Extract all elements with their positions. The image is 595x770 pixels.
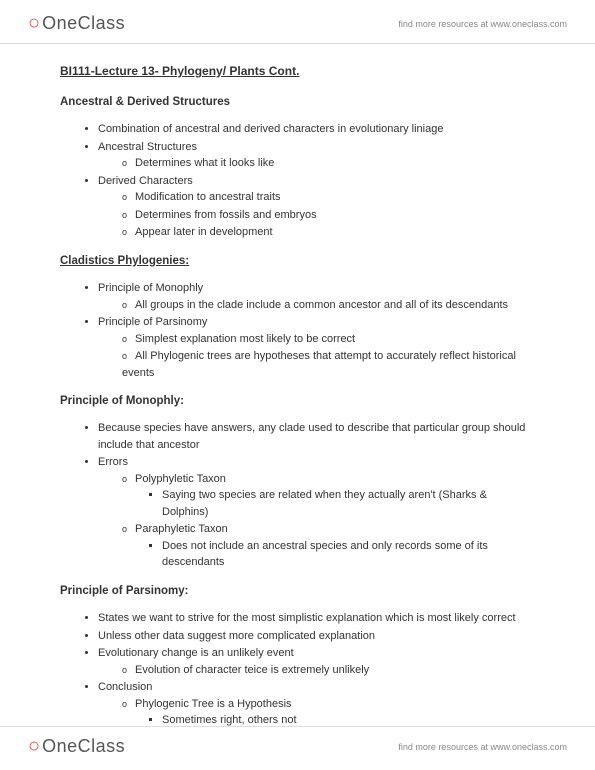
list-item-text: Because species have answers, any clade …: [98, 422, 525, 451]
list-item: Appear later in development: [122, 224, 535, 241]
list-item: States we want to strive for the most si…: [98, 610, 535, 627]
list-item: Determines from fossils and embryos: [122, 207, 535, 224]
list-level-1: Because species have answers, any clade …: [60, 420, 535, 571]
list-item: Evolutionary change is an unlikely event…: [98, 645, 535, 678]
list-level-2: Determines what it looks like: [98, 155, 535, 172]
list-level-2: Simplest explanation most likely to be c…: [98, 331, 535, 382]
list-item-text: Simplest explanation most likely to be c…: [135, 333, 355, 345]
list-item-text: All Phylogenic trees are hypotheses that…: [122, 350, 516, 379]
list-item-text: Errors: [98, 456, 128, 468]
list-item-text: Ancestral Structures: [98, 141, 197, 153]
section-heading: Principle of Monophly:: [60, 393, 535, 410]
list-item: All groups in the clade include a common…: [122, 297, 535, 314]
list-item-text: Appear later in development: [135, 226, 273, 238]
brand-name: OneClass: [42, 736, 125, 757]
list-item-text: Principle of Monophly: [98, 282, 203, 294]
list-item-text: Determines what it looks like: [135, 157, 274, 169]
document-body: BI111-Lecture 13- Phylogeny/ Plants Cont…: [0, 44, 595, 751]
list-item: Principle of Monophly All groups in the c…: [98, 280, 535, 313]
list-item-text: Polyphyletic Taxon: [135, 473, 226, 485]
list-item: All Phylogenic trees are hypotheses that…: [122, 348, 535, 381]
list-level-3: Does not include an ancestral species an…: [122, 538, 535, 571]
list-level-2: All groups in the clade include a common…: [98, 297, 535, 314]
list-item-text: States we want to strive for the most si…: [98, 612, 516, 624]
brand-logo: ○ OneClass: [28, 12, 125, 35]
footer-tagline: find more resources at www.oneclass.com: [398, 742, 567, 752]
list-item-text: Principle of Parsinomy: [98, 316, 207, 328]
brand-icon: ○: [28, 735, 40, 758]
section-heading: Cladistics Phylogenies:: [60, 253, 535, 270]
list-item: Because species have answers, any clade …: [98, 420, 535, 453]
list-level-1: Combination of ancestral and derived cha…: [60, 121, 535, 241]
list-level-2: Phylogenic Tree is a Hypothesis Sometimes…: [98, 696, 535, 729]
list-item: Combination of ancestral and derived cha…: [98, 121, 535, 138]
list-level-2: Polyphyletic Taxon Saying two species are…: [98, 471, 535, 571]
list-item: Errors Polyphyletic Taxon Saying two speci…: [98, 454, 535, 571]
list-item-text: Paraphyletic Taxon: [135, 523, 228, 535]
list-item-text: Evolution of character teice is extremel…: [135, 664, 369, 676]
page-header: ○ OneClass find more resources at www.on…: [0, 0, 595, 44]
list-item: Saying two species are related when they…: [162, 487, 535, 520]
list-item: Modification to ancestral traits: [122, 189, 535, 206]
list-item-text: Phylogenic Tree is a Hypothesis: [135, 698, 292, 710]
list-item: Simplest explanation most likely to be c…: [122, 331, 535, 348]
list-item-text: Derived Characters: [98, 175, 193, 187]
list-item-text: Unless other data suggest more complicat…: [98, 630, 375, 642]
list-item: Unless other data suggest more complicat…: [98, 628, 535, 645]
list-item-text: Modification to ancestral traits: [135, 191, 281, 203]
list-item-text: Combination of ancestral and derived cha…: [98, 123, 443, 135]
list-item: Ancestral Structures Determines what it l…: [98, 139, 535, 172]
list-item: Derived Characters Modification to ancest…: [98, 173, 535, 241]
sections-container: Ancestral & Derived Structures Combinatio…: [60, 94, 535, 729]
list-item: Principle of Parsinomy Simplest explanati…: [98, 314, 535, 381]
list-item-text: Conclusion: [98, 681, 152, 693]
list-item: Phylogenic Tree is a Hypothesis Sometimes…: [122, 696, 535, 729]
section-heading: Ancestral & Derived Structures: [60, 94, 535, 111]
list-level-3: Saying two species are related when they…: [122, 487, 535, 520]
header-tagline: find more resources at www.oneclass.com: [398, 19, 567, 29]
list-item-text: Saying two species are related when they…: [162, 489, 487, 518]
list-item-text: All groups in the clade include a common…: [135, 299, 508, 311]
list-level-1: Principle of Monophly All groups in the c…: [60, 280, 535, 381]
list-item: Polyphyletic Taxon Saying two species are…: [122, 471, 535, 521]
list-level-2: Evolution of character teice is extremel…: [98, 662, 535, 679]
brand-icon: ○: [28, 12, 40, 35]
document-title: BI111-Lecture 13- Phylogeny/ Plants Cont…: [60, 62, 535, 80]
list-level-2: Modification to ancestral traits Determin…: [98, 189, 535, 241]
page-footer: ○ OneClass find more resources at www.on…: [0, 726, 595, 770]
brand-name: OneClass: [42, 13, 125, 34]
list-item-text: Sometimes right, others not: [162, 714, 297, 726]
brand-logo-footer: ○ OneClass: [28, 735, 125, 758]
list-item-text: Does not include an ancestral species an…: [162, 540, 488, 569]
list-item: Conclusion Phylogenic Tree is a Hypothesi…: [98, 679, 535, 729]
list-item-text: Determines from fossils and embryos: [135, 209, 317, 221]
list-item: Paraphyletic Taxon Does not include an an…: [122, 521, 535, 571]
list-item: Does not include an ancestral species an…: [162, 538, 535, 571]
list-item-text: Evolutionary change is an unlikely event: [98, 647, 294, 659]
list-level-1: States we want to strive for the most si…: [60, 610, 535, 729]
list-item: Evolution of character teice is extremel…: [122, 662, 535, 679]
section-heading: Principle of Parsinomy:: [60, 583, 535, 600]
list-item: Determines what it looks like: [122, 155, 535, 172]
